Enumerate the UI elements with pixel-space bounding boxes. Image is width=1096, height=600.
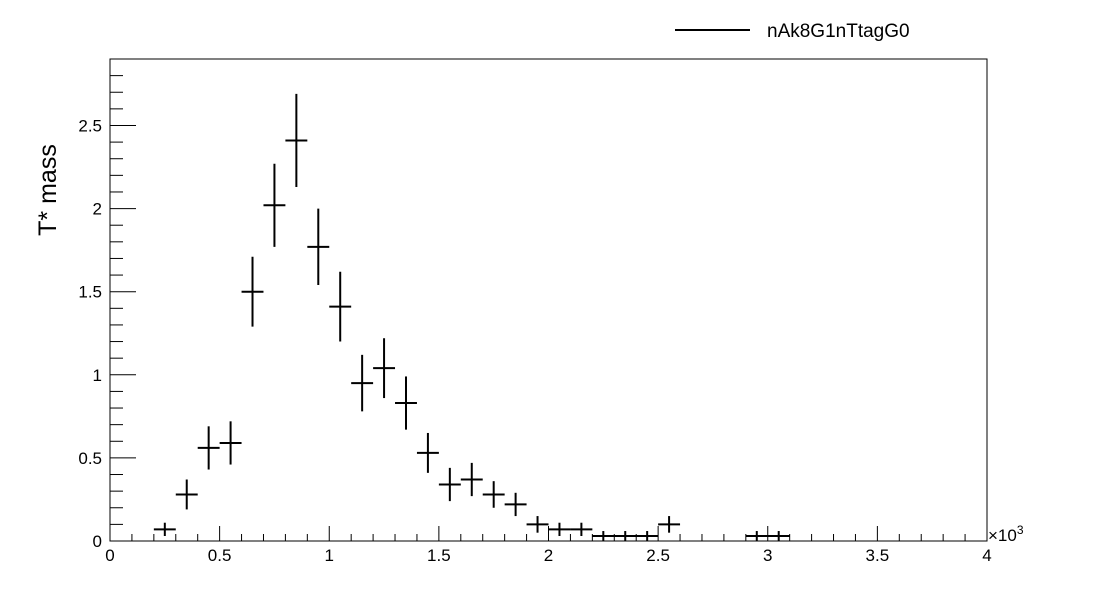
data-point <box>767 531 790 541</box>
y-tick-label: 0 <box>93 532 102 551</box>
x-tick-label: 1 <box>325 546 334 565</box>
data-point <box>395 376 417 430</box>
y-axis-title: T* mass <box>34 144 62 236</box>
data-point <box>614 531 637 541</box>
data-point <box>658 516 681 533</box>
y-tick-label: 2.5 <box>78 116 102 135</box>
data-point <box>351 354 374 412</box>
y-tick-label: 1.5 <box>78 283 102 302</box>
data-point <box>460 462 483 497</box>
x-tick-label: 3 <box>763 546 772 565</box>
x-tick-label: 4 <box>982 546 991 565</box>
data-point <box>526 516 549 533</box>
data-point <box>745 531 768 541</box>
x-multiplier-label: ×103 <box>988 523 1024 545</box>
x-multiplier-exponent: 3 <box>1017 523 1024 537</box>
x-axis: 0 0.5 1 1.5 2 2.5 3 3.5 4 <box>105 526 992 565</box>
data-point <box>175 479 198 510</box>
data-point <box>548 522 571 537</box>
data-point <box>197 426 220 470</box>
data-point <box>416 432 439 473</box>
data-point <box>482 481 505 508</box>
legend: nAk8G1nTtagG0 <box>675 21 910 42</box>
data-point <box>504 492 527 517</box>
data-point <box>592 531 615 541</box>
data-series <box>153 93 790 541</box>
x-tick-label: 0.5 <box>208 546 232 565</box>
data-point <box>263 163 286 247</box>
data-point <box>570 522 593 537</box>
x-tick-label: 2.5 <box>646 546 670 565</box>
data-point <box>219 421 242 465</box>
x-multiplier-base: ×10 <box>988 526 1017 545</box>
y-tick-label: 2 <box>93 200 102 219</box>
data-point <box>636 531 659 541</box>
data-point <box>373 338 396 399</box>
y-axis: 0 0.5 1 1.5 2 2.5 <box>78 58 136 551</box>
y-tick-label: 1 <box>93 366 102 385</box>
data-point <box>329 271 352 342</box>
x-tick-label: 3.5 <box>866 546 890 565</box>
data-point <box>153 522 176 537</box>
x-tick-label: 1.5 <box>427 546 451 565</box>
plot-frame <box>109 58 988 542</box>
data-point <box>285 93 308 187</box>
data-point <box>438 467 461 502</box>
data-point <box>241 256 264 327</box>
y-tick-label: 0.5 <box>78 449 102 468</box>
data-point <box>307 208 330 286</box>
x-tick-label: 0 <box>105 546 114 565</box>
x-tick-label: 2 <box>544 546 553 565</box>
legend-label: nAk8G1nTtagG0 <box>767 21 910 42</box>
